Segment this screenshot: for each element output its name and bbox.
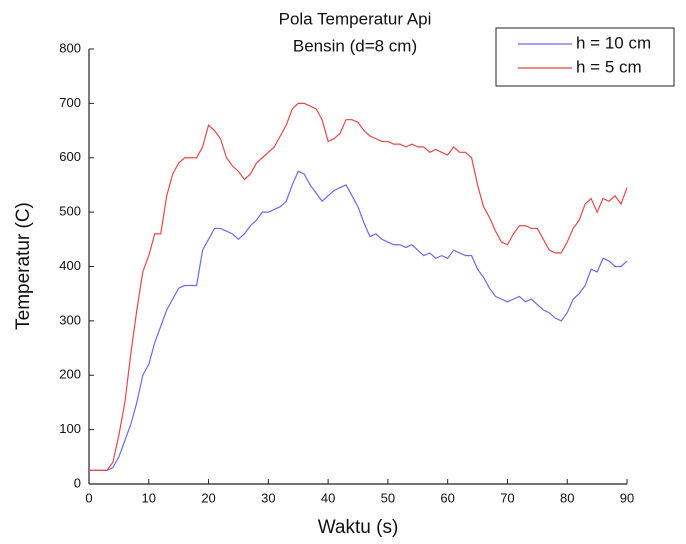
legend-box xyxy=(495,27,675,87)
y-tick-label: 600 xyxy=(59,149,81,164)
x-tick-label: 50 xyxy=(381,490,395,505)
y-tick-label: 800 xyxy=(59,40,81,55)
x-tick-label: 40 xyxy=(321,490,335,505)
series-line xyxy=(89,102,628,472)
y-tick-label: 500 xyxy=(59,204,81,219)
x-tick-label: 90 xyxy=(620,490,634,505)
y-axis-label: Temperatur (C) xyxy=(13,202,34,330)
y-tick-label: 300 xyxy=(59,312,81,327)
x-tick-label: 80 xyxy=(560,490,574,505)
x-tick-label: 10 xyxy=(142,490,156,505)
x-tick-label: 20 xyxy=(201,490,215,505)
series-line xyxy=(89,170,628,472)
x-tick-label: 30 xyxy=(261,490,275,505)
x-axis-label: Waktu (s) xyxy=(318,517,399,538)
legend-label: h = 10 cm xyxy=(576,33,651,52)
legend-label: h = 5 cm xyxy=(576,57,642,76)
y-tick-label: 400 xyxy=(59,258,81,273)
chart-title: Pola Temperatur Api xyxy=(279,9,432,28)
y-tick-label: 700 xyxy=(59,95,81,110)
y-tick-label: 100 xyxy=(59,421,81,436)
x-tick-label: 60 xyxy=(440,490,454,505)
chart-subtitle: Bensin (d=8 cm) xyxy=(293,36,417,55)
y-tick-label: 0 xyxy=(74,475,81,490)
x-tick-label: 0 xyxy=(85,490,92,505)
x-tick-label: 70 xyxy=(500,490,514,505)
y-tick-label: 200 xyxy=(59,367,81,382)
